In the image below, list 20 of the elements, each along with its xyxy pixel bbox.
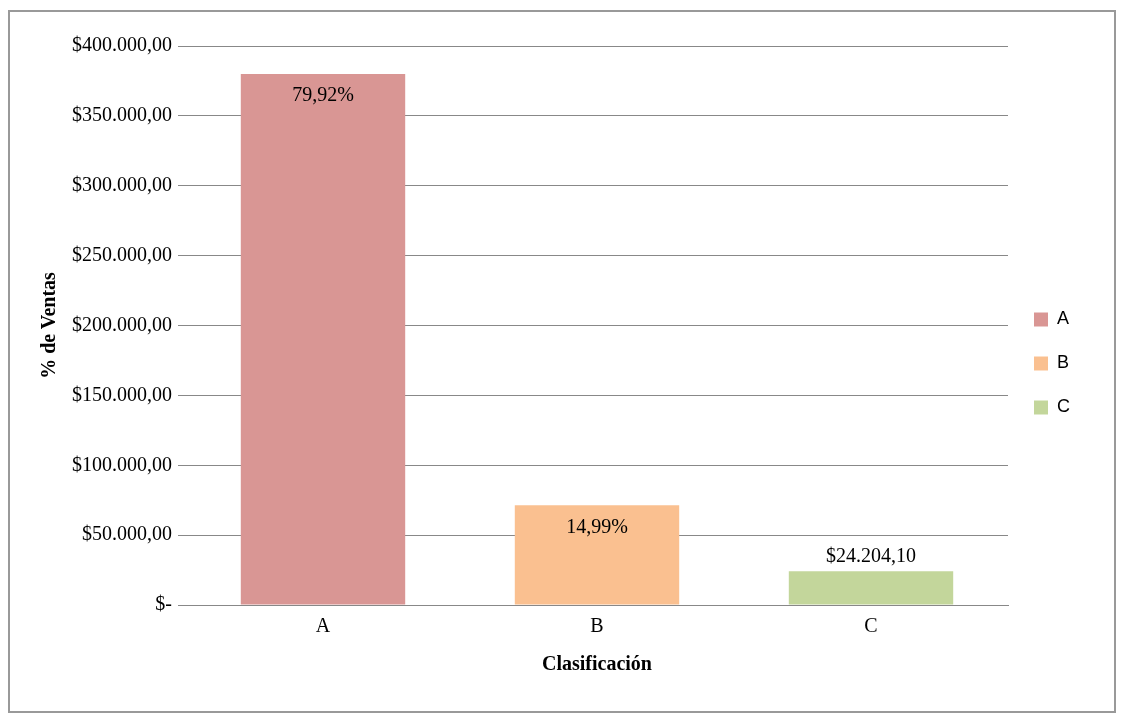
x-tick-label: B xyxy=(590,614,604,637)
legend-label: C xyxy=(1057,396,1070,417)
legend-label: A xyxy=(1057,308,1070,329)
y-tick-label: $200.000,00 xyxy=(72,312,172,335)
y-tick-label: $- xyxy=(155,592,172,615)
annotation: 79,92% xyxy=(292,83,354,106)
y-tick-label: $50.000,00 xyxy=(82,522,172,545)
y-tick-label: $100.000,00 xyxy=(72,452,172,475)
annotation: 14,99% xyxy=(566,514,628,537)
x-tick-label: C xyxy=(864,614,878,637)
y-tick-label: $300.000,00 xyxy=(72,173,172,195)
y-tick-label: $350.000,00 xyxy=(72,103,172,126)
y-tick-label: $400.000,00 xyxy=(72,33,172,56)
legend-label: B xyxy=(1057,352,1070,373)
y-tick-label: $250.000,00 xyxy=(72,242,172,265)
x-axis-title: Clasificación xyxy=(542,652,652,675)
x-tick-label: A xyxy=(315,614,331,637)
y-tick-label: $150.000,00 xyxy=(72,382,172,405)
data-label: $24.204,10 xyxy=(826,544,916,567)
y-axis-title: % de Ventas xyxy=(37,271,60,379)
